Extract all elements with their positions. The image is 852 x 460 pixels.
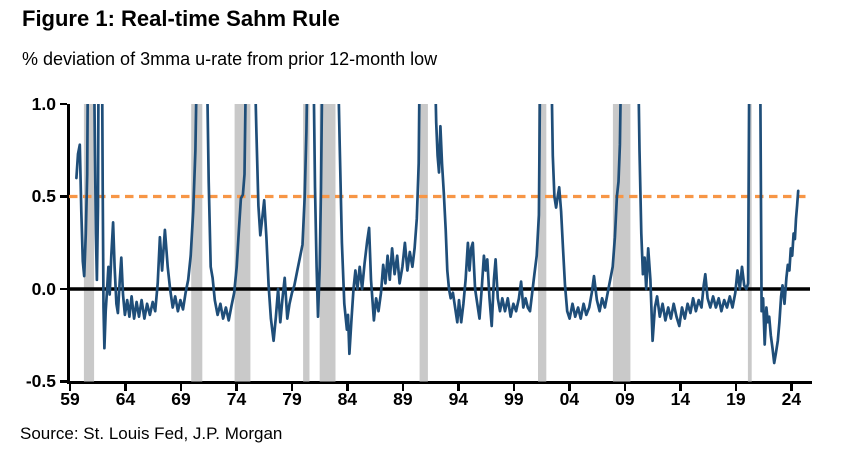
recession-band bbox=[234, 104, 251, 382]
x-axis-tick-label: 24 bbox=[781, 389, 802, 409]
x-axis-tick bbox=[179, 383, 183, 391]
x-axis-tick-label: 64 bbox=[115, 389, 136, 409]
x-axis-tick bbox=[346, 383, 349, 391]
x-axis-tick bbox=[235, 383, 238, 391]
x-axis-tick-label: 19 bbox=[726, 389, 746, 409]
x-axis-tick bbox=[457, 383, 460, 391]
x-axis-tick bbox=[401, 383, 405, 391]
recession-band bbox=[191, 104, 203, 382]
x-axis-tick-label: 09 bbox=[615, 389, 635, 409]
x-axis-tick-label: 14 bbox=[670, 389, 691, 409]
x-axis-line bbox=[66, 380, 812, 384]
recession-band bbox=[419, 104, 428, 382]
sahm-rule-line-chart bbox=[69, 104, 810, 382]
recession-band bbox=[83, 104, 95, 382]
y-axis-tick-label: -0.5 bbox=[25, 371, 56, 391]
x-axis-tick bbox=[679, 383, 682, 391]
x-axis-tick bbox=[734, 383, 738, 391]
x-axis-tick bbox=[512, 383, 516, 391]
recession-band bbox=[612, 104, 631, 382]
y-axis-tick bbox=[59, 287, 67, 291]
y-axis-line bbox=[66, 104, 70, 384]
x-axis-tick-label: 69 bbox=[171, 389, 191, 409]
y-axis-tick-label: 1.0 bbox=[31, 93, 56, 114]
x-axis-tick bbox=[568, 383, 571, 391]
x-axis-tick-label: 59 bbox=[60, 389, 80, 409]
recession-band bbox=[319, 104, 336, 382]
sahm-series-line bbox=[75, 104, 800, 365]
y-axis-tick bbox=[59, 195, 67, 198]
x-axis-tick-label: 79 bbox=[282, 389, 302, 409]
x-axis-tick bbox=[124, 383, 127, 391]
y-axis-tick-label: 0.0 bbox=[31, 278, 56, 299]
y-axis-tick bbox=[59, 102, 67, 106]
y-axis-tick bbox=[59, 380, 67, 383]
recession-band bbox=[538, 104, 547, 382]
x-axis-tick bbox=[68, 383, 72, 391]
x-axis-tick-label: 04 bbox=[559, 389, 580, 409]
page-title: Figure 1: Real-time Sahm Rule bbox=[22, 6, 340, 31]
x-axis-tick bbox=[290, 383, 294, 391]
x-axis-tick-label: 89 bbox=[393, 389, 413, 409]
x-axis-tick-label: 94 bbox=[448, 389, 469, 409]
x-axis-tick-label: 84 bbox=[337, 389, 358, 409]
y-axis-tick-label: 0.5 bbox=[31, 186, 56, 206]
x-axis-tick bbox=[623, 383, 627, 391]
source-note: Source: St. Louis Fed, J.P. Morgan bbox=[20, 424, 283, 443]
x-axis-tick-label: 99 bbox=[504, 389, 524, 409]
recession-band bbox=[747, 104, 752, 382]
x-axis-tick-label: 74 bbox=[226, 389, 247, 409]
recession-band bbox=[303, 104, 310, 382]
chart-subtitle: % deviation of 3mma u-rate from prior 12… bbox=[22, 49, 438, 69]
x-axis-tick bbox=[790, 383, 793, 391]
